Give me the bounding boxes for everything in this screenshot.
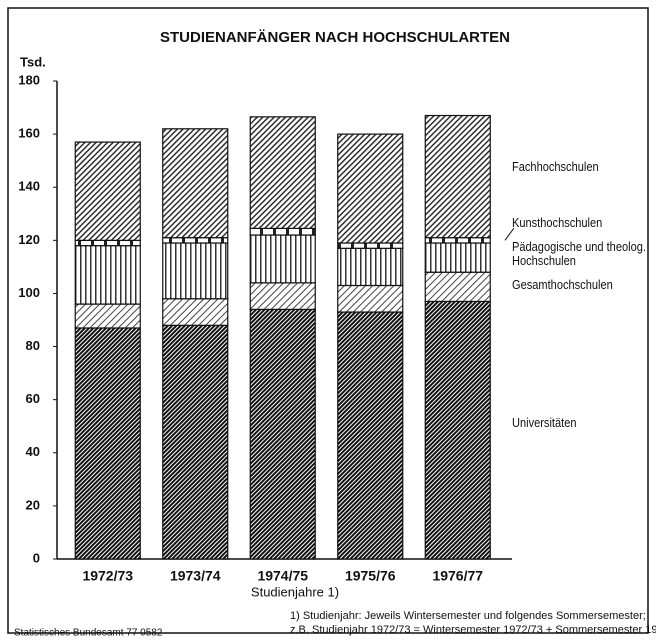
x-tick-label: 1972/73 [82,568,133,584]
y-tick-label: 0 [33,550,40,565]
bar-segment [337,133,404,244]
x-tick-label: 1976/77 [432,568,483,584]
legend-label: Kunsthochschulen [512,216,603,230]
legend-label: Pädagogische und theolog. Hochschulen [512,240,646,268]
y-tick-label: 60 [26,391,40,406]
bar-segment [249,234,316,284]
x-tick-label: 1975/76 [345,568,396,584]
bar-segment [249,116,316,229]
y-tick-label: 120 [18,232,40,247]
y-tick-label: 140 [18,179,40,194]
y-tick-label: 160 [18,126,40,141]
bar-segment [74,245,141,305]
bar-segment [162,242,229,300]
chart-title: STUDIENANFÄNGER NACH HOCHSCHULARTEN [160,29,510,46]
bar-segment [162,237,229,244]
y-axis-label: Tsd. [20,54,46,69]
bar-segment [74,303,141,329]
bar-segment [424,242,491,273]
bar-segment [424,237,491,244]
note: z.B. Studienjahr 1972/73 = Wintersemeste… [290,624,656,636]
frame [7,7,649,634]
bar-segment [74,327,141,560]
bar-segment [337,247,404,287]
bar-segment [162,324,229,560]
source: Statistisches Bundesamt 77 0582 [14,628,163,639]
y-tick-label: 80 [26,338,40,353]
note: 1) Studienjahr: Jeweils Wintersemester u… [290,610,646,622]
bar-segment [337,242,404,249]
x-tick-label: 1974/75 [257,568,308,584]
legend-label: Universitäten [512,416,577,430]
bar-segment [424,300,491,560]
y-tick-label: 20 [26,497,40,512]
x-axis-label: Studienjahre 1) [251,584,339,599]
x-tick-label: 1973/74 [170,568,221,584]
y-tick-label: 180 [18,72,40,87]
leader-line [504,227,515,241]
bar-segment [424,271,491,303]
bar-segment [162,298,229,326]
bar-segment [249,308,316,560]
bar-segment [249,282,316,310]
bar-segment [162,128,229,239]
y-tick-label: 100 [18,285,40,300]
y-tick-label: 40 [26,444,40,459]
legend-label: Fachhochschulen [512,160,599,174]
bar-segment [337,311,404,560]
legend-label: Gesamthochschulen [512,278,613,292]
bar-segment [249,227,316,236]
bar-segment [424,114,491,239]
bar-segment [74,239,141,247]
bar-segment [74,141,141,241]
bar-segment [337,284,404,313]
